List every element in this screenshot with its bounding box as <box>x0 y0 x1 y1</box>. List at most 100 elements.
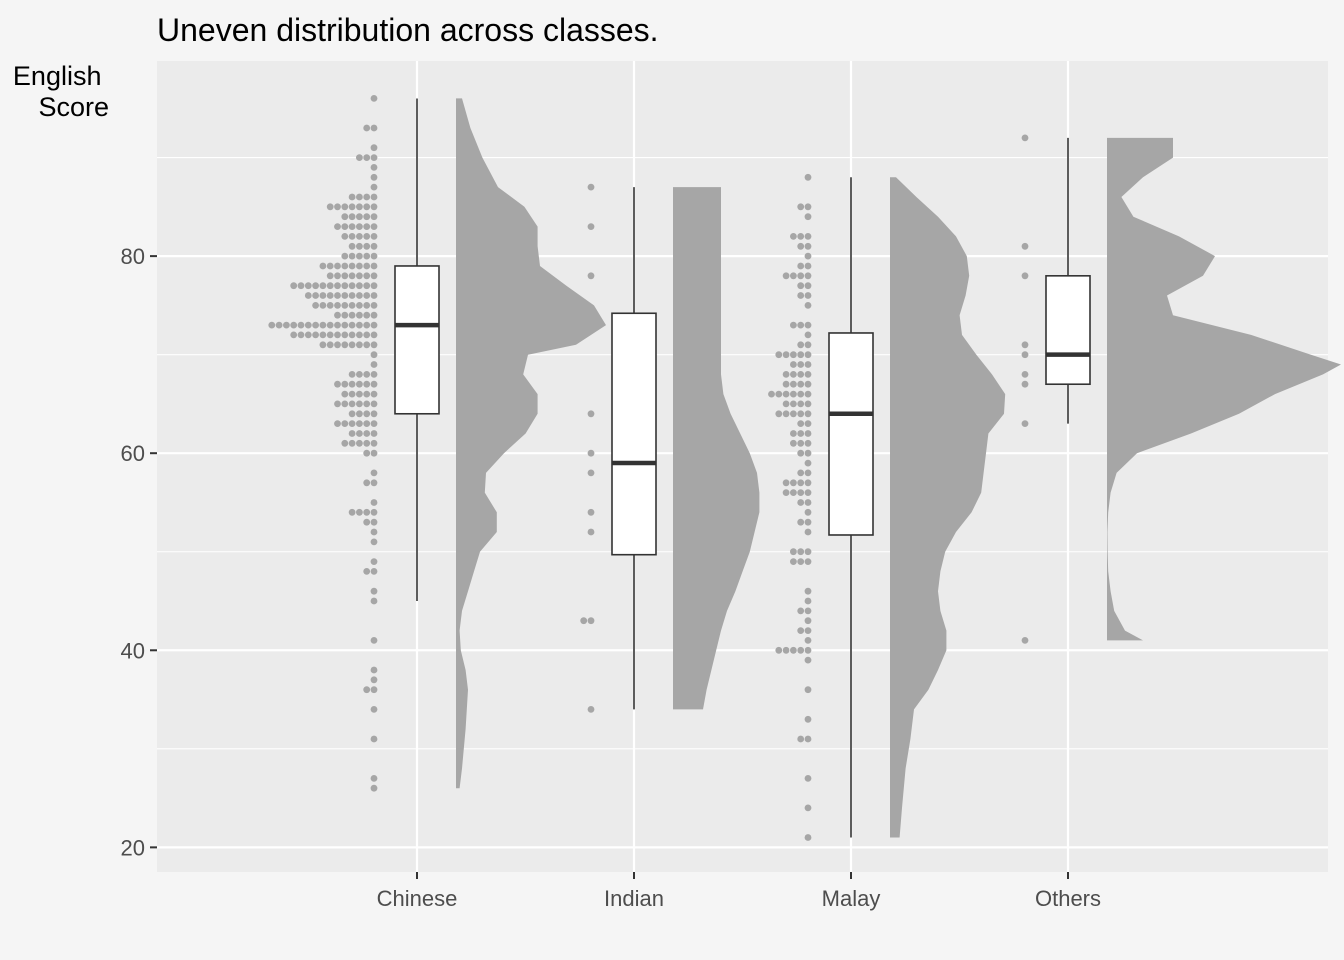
data-point <box>790 548 797 556</box>
data-point <box>370 302 378 309</box>
data-point <box>775 390 783 398</box>
data-point <box>797 341 805 349</box>
data-point <box>363 686 371 694</box>
data-point <box>804 400 812 408</box>
y-axis-title-line-2: Score <box>38 92 109 122</box>
data-point <box>587 449 595 457</box>
data-point <box>312 282 319 290</box>
data-point <box>797 292 805 299</box>
data-point <box>348 223 356 231</box>
density-layer <box>456 98 1341 838</box>
data-point <box>326 331 334 339</box>
data-point <box>341 203 349 211</box>
y-tick-label: 60 <box>121 441 145 466</box>
data-point <box>356 400 363 408</box>
data-point <box>334 420 341 427</box>
data-point <box>370 95 378 102</box>
data-point <box>804 518 812 526</box>
x-axis: Chinese Indian Malay Others <box>377 872 1101 911</box>
data-point <box>334 282 341 290</box>
data-point <box>587 183 595 191</box>
data-point <box>797 282 805 290</box>
data-point <box>341 262 349 270</box>
data-point <box>370 223 378 231</box>
data-point <box>356 262 363 270</box>
data-point <box>775 646 783 654</box>
data-point <box>768 390 775 398</box>
data-point <box>797 272 805 280</box>
data-point <box>797 627 805 634</box>
data-point <box>356 154 363 162</box>
data-point <box>341 213 349 221</box>
data-point <box>782 371 790 378</box>
data-point <box>790 380 797 388</box>
data-point <box>804 587 812 595</box>
data-point <box>804 203 812 211</box>
data-point <box>782 380 790 388</box>
data-point <box>804 262 812 270</box>
data-point <box>348 439 356 447</box>
data-point <box>341 302 349 309</box>
data-point <box>797 371 805 378</box>
y-axis-title-line-1: English <box>13 61 102 91</box>
data-point <box>319 341 327 349</box>
data-point <box>348 321 356 329</box>
data-point <box>348 282 356 290</box>
data-point <box>804 686 812 694</box>
data-point <box>363 449 371 457</box>
box-iqr <box>611 312 657 556</box>
data-point <box>782 400 790 408</box>
data-point <box>804 380 812 388</box>
data-point <box>370 499 378 506</box>
data-point <box>782 646 790 654</box>
data-point <box>790 351 797 359</box>
data-point <box>587 410 595 418</box>
data-point <box>363 154 371 162</box>
data-point <box>790 400 797 408</box>
data-point <box>804 439 812 447</box>
data-point <box>363 331 371 339</box>
data-point <box>370 183 378 191</box>
data-point <box>370 321 378 329</box>
data-point <box>326 302 334 309</box>
data-point <box>341 321 349 329</box>
data-point <box>348 213 356 221</box>
data-point <box>290 331 298 339</box>
data-point <box>782 272 790 280</box>
data-point <box>370 637 378 644</box>
data-point <box>804 302 812 309</box>
data-point <box>341 331 349 339</box>
data-point <box>334 262 341 270</box>
data-point <box>1021 420 1029 427</box>
data-point <box>348 400 356 408</box>
data-point <box>334 203 341 211</box>
data-point <box>804 351 812 359</box>
data-point <box>804 775 812 782</box>
data-point <box>587 528 595 536</box>
data-point <box>804 489 812 496</box>
data-point <box>370 341 378 349</box>
data-point <box>370 361 378 368</box>
data-point <box>356 242 363 250</box>
data-point <box>804 617 812 625</box>
data-point <box>797 518 805 526</box>
data-point <box>341 380 349 388</box>
data-point <box>370 331 378 339</box>
data-point <box>334 331 341 339</box>
data-point <box>797 262 805 270</box>
data-point <box>804 715 812 723</box>
data-point <box>363 518 371 526</box>
data-point <box>326 272 334 280</box>
data-point <box>290 282 298 290</box>
data-point <box>348 508 356 516</box>
data-point <box>782 410 790 418</box>
data-point <box>370 371 378 378</box>
data-point <box>341 282 349 290</box>
data-point <box>370 449 378 457</box>
density-indian <box>673 187 760 710</box>
data-point <box>587 272 595 280</box>
data-point <box>312 331 319 339</box>
data-point <box>804 834 812 841</box>
data-point <box>804 735 812 743</box>
data-point <box>370 144 378 152</box>
